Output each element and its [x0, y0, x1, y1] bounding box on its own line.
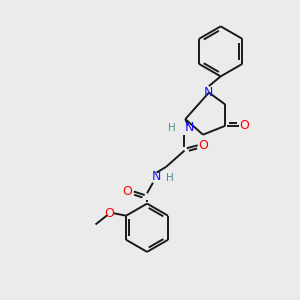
Text: H: H — [168, 123, 176, 133]
Text: O: O — [122, 185, 132, 198]
Text: N: N — [152, 170, 161, 183]
Text: N: N — [185, 122, 194, 134]
Text: N: N — [204, 86, 214, 99]
Text: O: O — [199, 139, 208, 152]
Text: O: O — [104, 207, 114, 220]
Text: O: O — [239, 119, 249, 132]
Text: H: H — [166, 173, 174, 183]
